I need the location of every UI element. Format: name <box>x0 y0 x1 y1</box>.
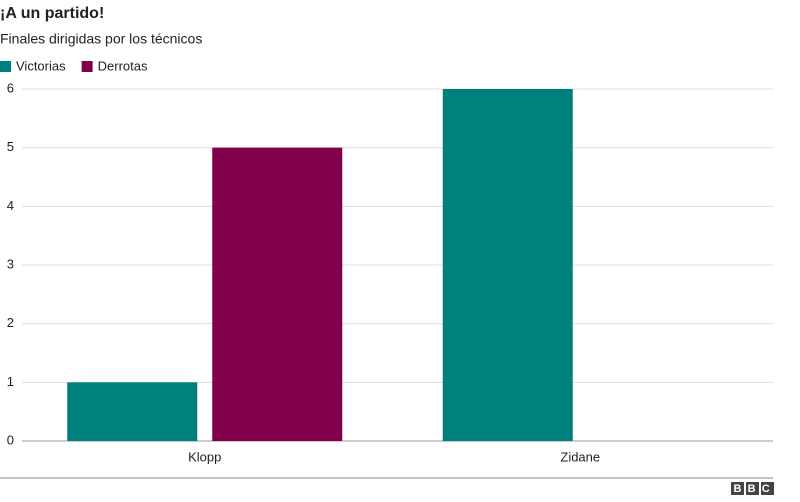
x-tick-label: Klopp <box>188 449 221 464</box>
y-tick-label: 2 <box>7 315 14 330</box>
y-tick-label: 1 <box>7 374 14 389</box>
bar <box>442 89 573 441</box>
bar <box>67 382 198 441</box>
x-tick-label: Zidane <box>560 449 600 464</box>
logo: BBC <box>731 482 776 495</box>
legend-swatch <box>81 61 93 72</box>
y-tick-label: 6 <box>7 80 14 95</box>
y-tick-label: 5 <box>7 139 14 154</box>
y-tick-label: 0 <box>7 432 14 447</box>
legend-swatch <box>0 61 11 72</box>
chart-subtitle: Finales dirigidas por los técnicos <box>0 31 202 47</box>
logo-text: BBC <box>734 483 776 495</box>
chart-title: ¡A un partido! <box>0 5 104 22</box>
legend-label: Victorias <box>16 58 66 73</box>
y-tick-label: 4 <box>7 198 14 213</box>
bar <box>212 147 343 441</box>
y-tick-label: 3 <box>7 256 14 271</box>
legend-label: Derrotas <box>98 58 148 73</box>
